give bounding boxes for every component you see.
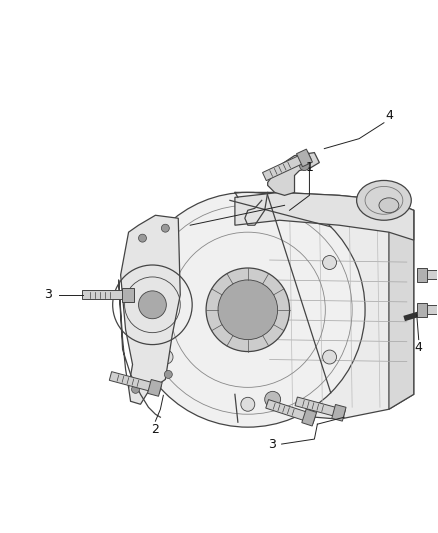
Polygon shape [302,409,317,426]
Polygon shape [417,270,438,279]
Text: 3: 3 [44,288,52,301]
Polygon shape [295,397,345,418]
Polygon shape [332,405,346,421]
Polygon shape [389,211,414,409]
Circle shape [206,268,290,352]
Circle shape [138,291,166,319]
Polygon shape [235,192,414,419]
Circle shape [161,224,170,232]
Text: 2: 2 [152,423,159,435]
Circle shape [241,208,255,222]
Polygon shape [110,372,162,394]
Polygon shape [82,290,134,300]
Polygon shape [235,192,414,240]
Polygon shape [417,305,438,314]
Polygon shape [122,288,134,302]
Circle shape [323,255,336,270]
Circle shape [218,280,278,340]
Polygon shape [148,379,162,396]
Text: 3: 3 [268,438,276,450]
Circle shape [159,255,173,270]
Circle shape [131,385,140,393]
Circle shape [300,160,309,171]
Text: 4: 4 [385,109,393,122]
Circle shape [138,234,146,242]
Circle shape [265,391,281,407]
Circle shape [131,192,365,427]
Polygon shape [417,268,427,282]
Ellipse shape [379,198,399,213]
Polygon shape [297,149,312,167]
Polygon shape [268,152,319,196]
Text: 4: 4 [415,341,423,354]
Circle shape [241,397,255,411]
Circle shape [164,370,172,378]
Circle shape [323,350,336,364]
Ellipse shape [357,181,411,220]
Polygon shape [417,303,427,317]
Polygon shape [266,400,316,423]
Circle shape [159,350,173,364]
Polygon shape [120,215,180,404]
Text: 1: 1 [305,161,313,174]
Polygon shape [262,151,311,181]
